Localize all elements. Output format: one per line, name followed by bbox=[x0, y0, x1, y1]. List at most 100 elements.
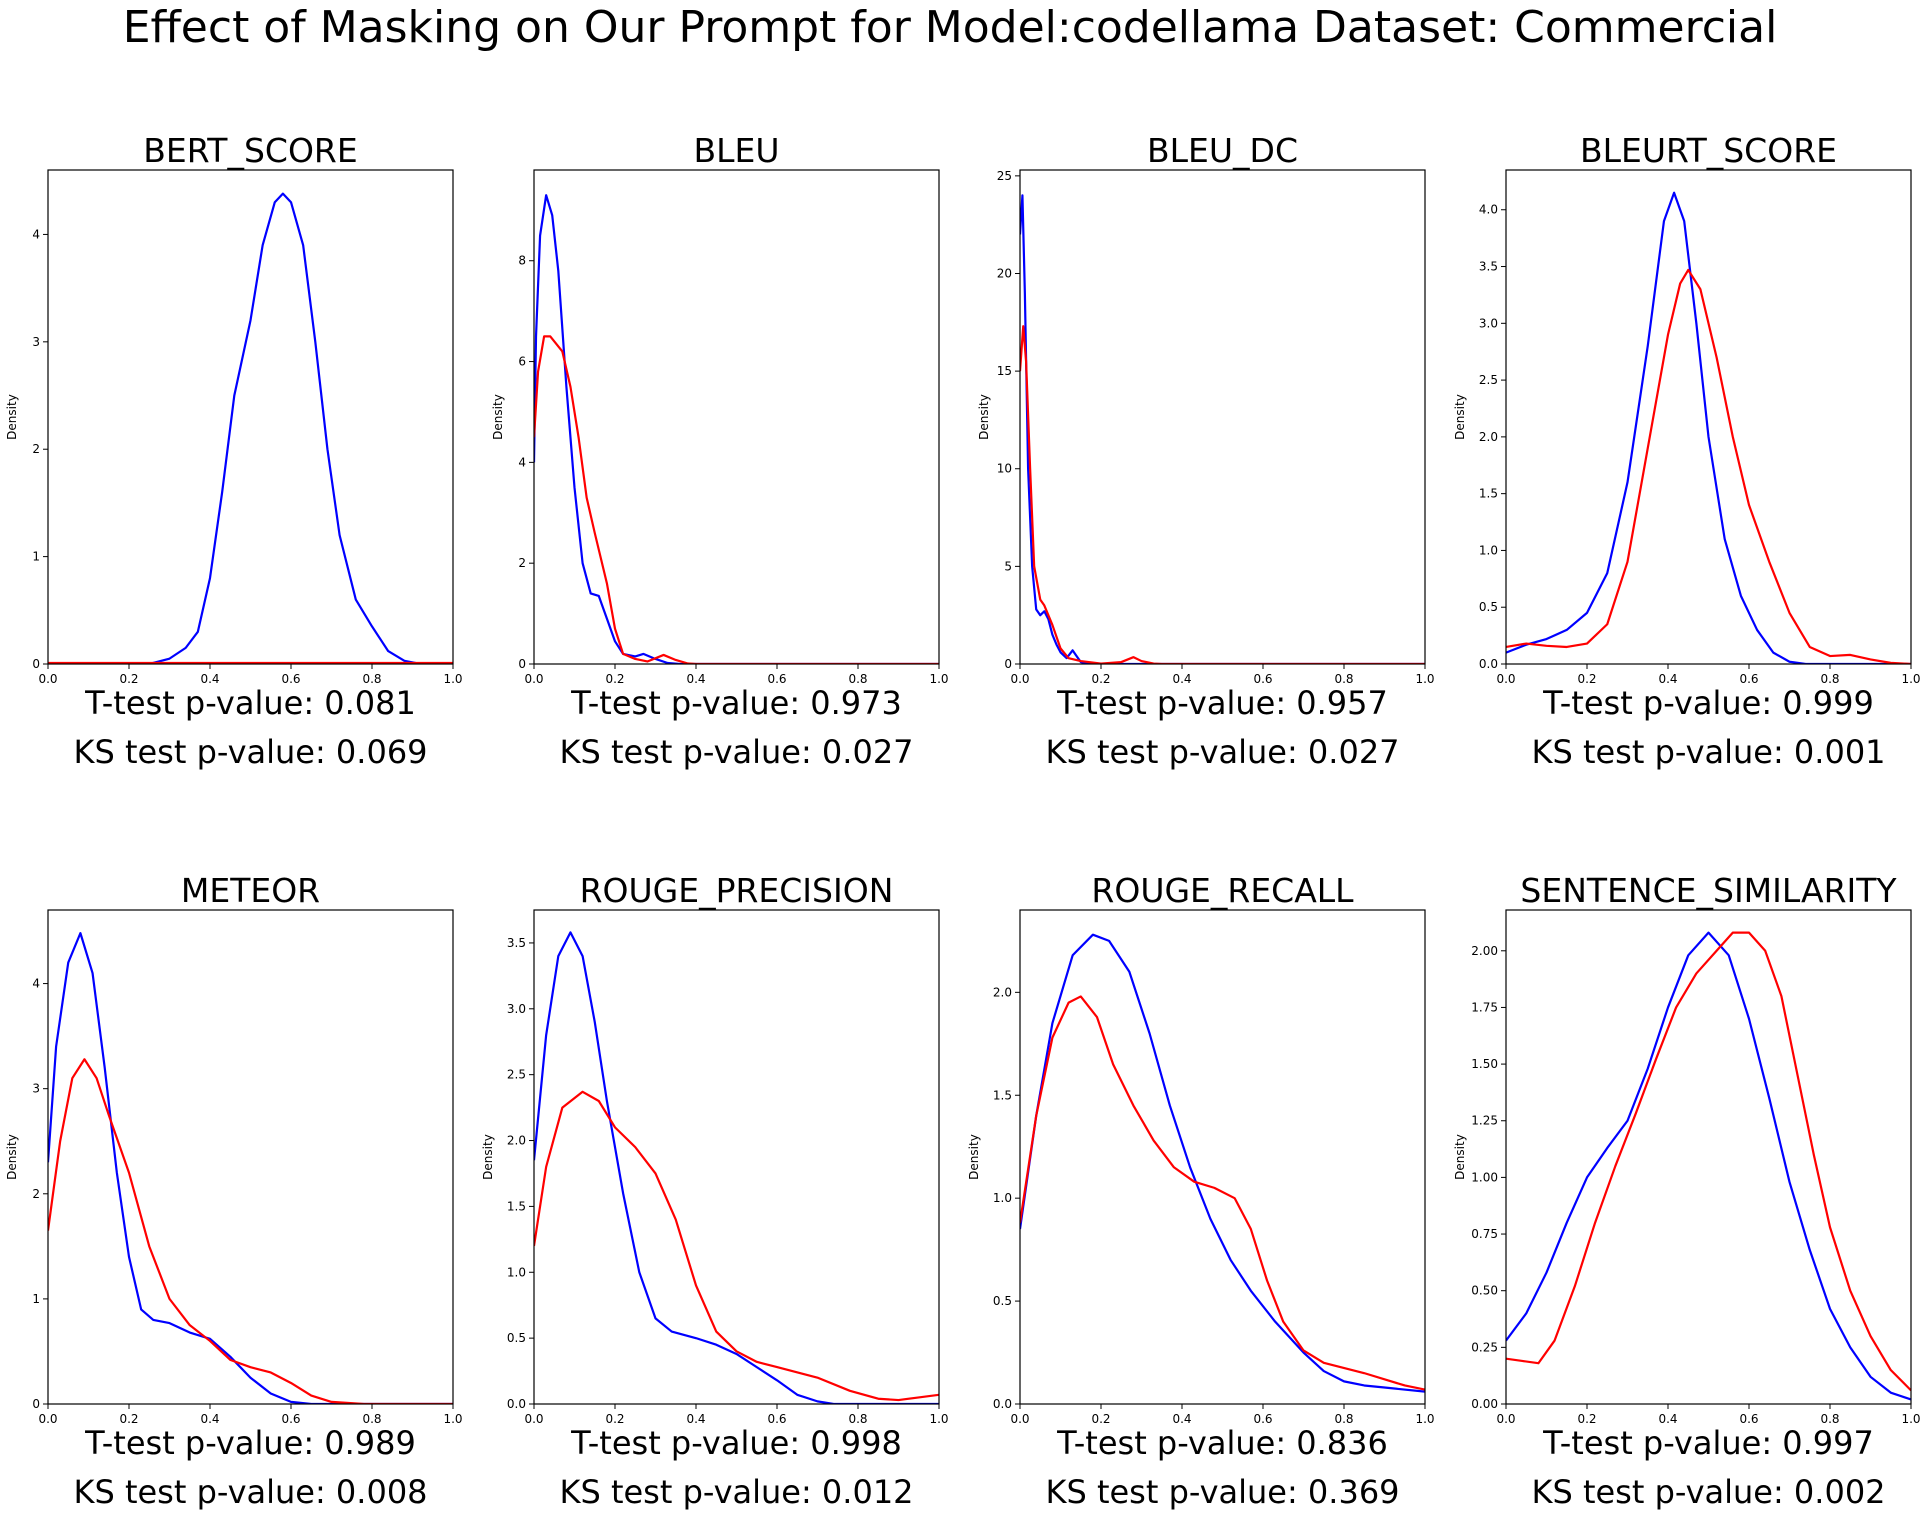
x-tick-label: 0.2 bbox=[1577, 1412, 1596, 1426]
y-tick-label: 0.0 bbox=[1479, 657, 1498, 671]
x-tick-label: 0.0 bbox=[1010, 672, 1029, 686]
x-tick-label: 0.0 bbox=[1496, 672, 1515, 686]
chart-panels: 0.0 0.2 0.4 0.6 0.8 1.001234DensityBERT_SCORE… bbox=[5, 131, 1921, 1511]
y-tick-label: 1.5 bbox=[1479, 487, 1498, 501]
t-test-label: T-test p-value: 0.081 bbox=[84, 684, 416, 722]
chart-panel-rouge-recall: 0.0 0.2 0.4 0.6 0.8 1.0 0.0 0.5 1.0 1.5 2.0 Density… bbox=[967, 871, 1435, 1511]
y-tick-label: 15 bbox=[997, 364, 1012, 378]
y-tick-label: 2.0 bbox=[507, 1134, 526, 1148]
x-tick-label: 0.4 bbox=[1658, 672, 1677, 686]
y-tick-label: 1 bbox=[32, 1292, 40, 1306]
plot-frame bbox=[1019, 909, 1426, 1405]
panel-title: METEOR bbox=[181, 871, 320, 910]
y-tick-label: 2.00 bbox=[1471, 944, 1498, 958]
chart-panel-meteor: 0.0 0.2 0.4 0.6 0.8 1.0 0 1 2 3 4 Density METEOR T-te… bbox=[5, 871, 463, 1511]
panel-title: BLEU bbox=[693, 131, 779, 170]
chart-panel-sentence-similarity: 0.0 0.2 0.4 0.6 0.8 1.0 0.00 0.25 0.50 0.75 1.00 1.… bbox=[1453, 871, 1921, 1511]
x-tick-label: 0.6 bbox=[281, 1412, 300, 1426]
x-tick-label: 0.6 bbox=[1739, 672, 1758, 686]
x-tick-label: 0.4 bbox=[200, 672, 219, 686]
y-tick-label: 3.5 bbox=[507, 936, 526, 950]
y-axis-label: Density bbox=[5, 394, 19, 440]
y-axis-label: Density bbox=[967, 1134, 981, 1180]
y-tick-label: 25 bbox=[997, 169, 1012, 183]
x-tick-label: 0.8 bbox=[1334, 1412, 1353, 1426]
x-tick-label: 0.8 bbox=[362, 1412, 381, 1426]
density-curve-blue bbox=[48, 932, 453, 1404]
y-tick-label: 0.0 bbox=[993, 1397, 1012, 1411]
y-tick-label: 0.75 bbox=[1471, 1227, 1498, 1241]
y-tick-label: 3.0 bbox=[1479, 316, 1498, 330]
plot-frame bbox=[533, 169, 940, 665]
y-tick-label: 0.25 bbox=[1471, 1340, 1498, 1354]
x-tick-label: 0.2 bbox=[119, 672, 138, 686]
chart-panel-bleurt-score: 0.0 0.2 0.4 0.6 0.8 1.0 0.0 0.5 1.0 1.5 2.0 2.5 3.0 3… bbox=[1453, 131, 1921, 771]
x-tick-label: 0.0 bbox=[524, 1412, 543, 1426]
y-axis-label: Density bbox=[1453, 1134, 1467, 1180]
ks-test-label: KS test p-value: 0.012 bbox=[559, 1473, 913, 1511]
panel-title: BERT_SCORE bbox=[143, 131, 357, 170]
y-tick-label: 2.5 bbox=[1479, 373, 1498, 387]
x-tick-label: 0.8 bbox=[362, 672, 381, 686]
density-curve-blue bbox=[1020, 194, 1425, 664]
ks-test-label: KS test p-value: 0.369 bbox=[1045, 1473, 1399, 1511]
y-tick-label: 4 bbox=[518, 455, 526, 469]
x-tick-label: 1.0 bbox=[443, 1412, 462, 1426]
ks-test-label: KS test p-value: 0.002 bbox=[1531, 1473, 1885, 1511]
t-test-label: T-test p-value: 0.997 bbox=[1542, 1424, 1874, 1462]
x-tick-label: 0.0 bbox=[38, 1412, 57, 1426]
density-curve-blue bbox=[1506, 931, 1911, 1401]
chart-panel-bleu: 0.0 0.2 0.4 0.6 0.8 1.0 0 2 4 6 8 Density BLEU T-test… bbox=[491, 131, 949, 771]
t-test-label: T-test p-value: 0.973 bbox=[570, 684, 902, 722]
x-tick-label: 0.6 bbox=[1739, 1412, 1758, 1426]
plot-frame bbox=[47, 909, 454, 1405]
x-tick-label: 1.0 bbox=[929, 672, 948, 686]
y-tick-label: 1 bbox=[32, 550, 40, 564]
panel-title: BLEU_DC bbox=[1147, 131, 1298, 170]
plot-frame bbox=[1505, 909, 1912, 1405]
x-tick-label: 0.6 bbox=[281, 672, 300, 686]
y-tick-label: 3.5 bbox=[1479, 260, 1498, 274]
ks-test-label: KS test p-value: 0.001 bbox=[1531, 733, 1885, 771]
density-curve-blue bbox=[1020, 933, 1425, 1393]
x-tick-label: 0.6 bbox=[1253, 1412, 1272, 1426]
x-tick-label: 0.4 bbox=[686, 1412, 705, 1426]
y-tick-label: 1.25 bbox=[1471, 1114, 1498, 1128]
y-tick-label: 1.5 bbox=[993, 1088, 1012, 1102]
y-tick-label: 1.75 bbox=[1471, 1000, 1498, 1014]
x-tick-label: 0.2 bbox=[1091, 672, 1110, 686]
density-curve-blue bbox=[1506, 191, 1911, 664]
y-tick-label: 1.0 bbox=[1479, 543, 1498, 557]
y-tick-label: 1.50 bbox=[1471, 1057, 1498, 1071]
y-tick-label: 8 bbox=[518, 254, 526, 268]
density-curve-red bbox=[48, 1058, 453, 1404]
x-tick-label: 0.4 bbox=[1172, 1412, 1191, 1426]
x-tick-label: 0.4 bbox=[200, 1412, 219, 1426]
chart-panel-bert-score: 0.0 0.2 0.4 0.6 0.8 1.0 0 1 2 3 4 Density BERT_SCORE… bbox=[5, 131, 463, 771]
y-tick-label: 6 bbox=[518, 355, 526, 369]
y-axis-label: Density bbox=[481, 1134, 495, 1180]
y-axis-label: Density bbox=[1453, 394, 1467, 440]
t-test-label: T-test p-value: 0.999 bbox=[1542, 684, 1874, 722]
panel-title: BLEURT_SCORE bbox=[1580, 131, 1837, 170]
y-tick-label: 0 bbox=[32, 1397, 40, 1411]
chart-panel-bleu-dc: 0.0 0.2 0.4 0.6 0.8 1.0 0 5 10 15 20 25 Density BLEU_… bbox=[977, 131, 1435, 771]
x-tick-label: 0.0 bbox=[38, 672, 57, 686]
density-curve-red bbox=[1020, 325, 1425, 664]
x-tick-label: 0.4 bbox=[1172, 672, 1191, 686]
y-tick-label: 2.0 bbox=[1479, 430, 1498, 444]
x-tick-label: 1.0 bbox=[1415, 672, 1434, 686]
x-tick-label: 1.0 bbox=[1901, 1412, 1920, 1426]
density-curve-red bbox=[1506, 268, 1911, 664]
density-curve-red bbox=[1506, 931, 1911, 1392]
plot-frame bbox=[47, 169, 454, 665]
y-tick-label: 10 bbox=[997, 462, 1012, 476]
y-tick-label: 20 bbox=[997, 266, 1012, 280]
plot-frame bbox=[1019, 169, 1426, 665]
x-tick-label: 0.4 bbox=[1658, 1412, 1677, 1426]
x-tick-label: 0.8 bbox=[848, 672, 867, 686]
y-tick-label: 3.0 bbox=[507, 1002, 526, 1016]
y-tick-label: 2.0 bbox=[993, 985, 1012, 999]
plot-frame bbox=[533, 909, 940, 1405]
x-tick-label: 1.0 bbox=[1901, 672, 1920, 686]
